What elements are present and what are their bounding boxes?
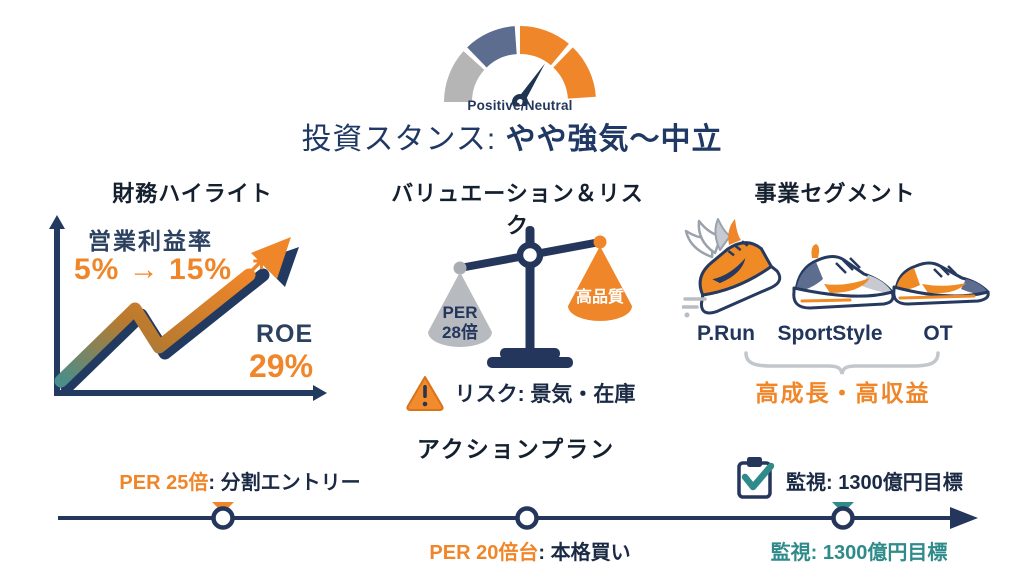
scale-left-text-2: 28倍 (442, 322, 478, 342)
scale-left-pan: PER 28倍 (428, 272, 492, 347)
timeline-arrowhead-icon (950, 507, 978, 529)
segment-label-sportstyle: SportStyle (777, 322, 883, 345)
balance-scale-icon: PER 28倍 高品質 (428, 226, 632, 368)
milestone-2-node (515, 506, 539, 530)
milestone-3-node (831, 506, 855, 530)
roe-value: 29% (249, 348, 314, 384)
scale-right-text: 高品質 (576, 287, 624, 306)
brace-icon (744, 351, 940, 375)
page-title: 投資スタンス: やや強気〜中立 (0, 114, 1024, 158)
segment-label-prun: P.Run (697, 322, 755, 345)
timeline (58, 502, 978, 530)
milestone-1-label: PER 25倍: 分割エントリー (119, 472, 361, 494)
section-heading-valuation: バリュエーション＆リスク (391, 181, 644, 238)
gauge-needle-icon (516, 63, 545, 105)
segment-label-ot: OT (923, 322, 953, 345)
monitor-label-below: 監視: 1300億円目標 (770, 542, 948, 564)
milestone-1-node (211, 506, 235, 530)
monitor-label-above: 監視: 1300億円目標 (786, 472, 963, 494)
action-plan-heading: アクションプラン (416, 436, 616, 462)
roe-label: ROE (256, 320, 314, 348)
title-prefix: 投資スタンス: (301, 123, 506, 156)
sentiment-gauge-icon (443, 25, 596, 106)
scale-left-text-1: PER (443, 303, 478, 322)
scale-right-pan: 高品質 (568, 246, 632, 321)
retro-sneaker-icon (892, 261, 990, 306)
risk-text: リスク: 景気・在庫 (454, 383, 636, 406)
winged-running-shoe-icon (682, 218, 782, 318)
op-margin-label: 営業利益率 (88, 228, 213, 254)
section-heading-financial: 財務ハイライト (112, 181, 273, 206)
clipboard-check-icon (737, 457, 775, 499)
section-heading-segments: 事業セグメント (754, 181, 916, 206)
op-margin-value: 5% → 15% ↗ (74, 253, 268, 286)
gauge-label: Positive/Neutral (467, 98, 573, 113)
risk-row: リスク: 景気・在庫 (400, 374, 640, 412)
warning-triangle-icon (406, 376, 444, 411)
segments-caption: 高成長・高収益 (755, 380, 931, 406)
lifestyle-sneaker-icon (792, 244, 895, 310)
up-arrow-glyph: ↗ (241, 253, 268, 286)
milestone-2-label: PER 20倍台: 本格買い (429, 542, 631, 564)
growth-arrow-chart-icon (49, 215, 327, 401)
title-emphasis: やや強気〜中立 (505, 123, 723, 156)
